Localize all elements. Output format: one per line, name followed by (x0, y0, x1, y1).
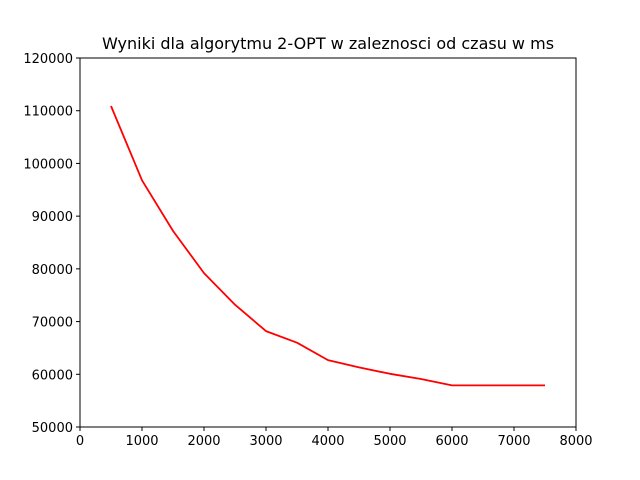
x-tick-label: 8000 (559, 434, 592, 449)
chart-title: Wyniki dla algorytmu 2-OPT w zaleznosci … (102, 34, 554, 53)
x-tick-label: 1000 (125, 434, 158, 449)
series-group (110, 105, 546, 387)
y-tick-label: 120000 (23, 52, 73, 67)
y-tick-label: 60000 (32, 368, 73, 383)
x-tick-label: 4000 (311, 434, 344, 449)
x-tick-label: 7000 (497, 434, 530, 449)
x-tick-label: 5000 (373, 434, 406, 449)
x-tick-label: 0 (76, 434, 84, 449)
y-tick-label: 70000 (32, 316, 73, 331)
y-axis-ticks: 50000 60000 70000 80000 90000 100000 110000 120… (23, 52, 80, 436)
y-tick-label: 110000 (23, 105, 73, 120)
x-tick-label: 2000 (187, 434, 220, 449)
x-axis-ticks: 0 1000 2000 3000 4000 5000 6000 7000 8000 (76, 427, 593, 449)
y-tick-label: 50000 (32, 421, 73, 436)
x-tick-label: 6000 (435, 434, 468, 449)
y-tick-label: 100000 (23, 157, 73, 172)
plot-frame (79, 57, 577, 428)
y-tick-label: 80000 (32, 263, 73, 278)
y-tick-label: 90000 (32, 210, 73, 225)
series-line (110, 105, 545, 387)
x-tick-label: 3000 (249, 434, 282, 449)
